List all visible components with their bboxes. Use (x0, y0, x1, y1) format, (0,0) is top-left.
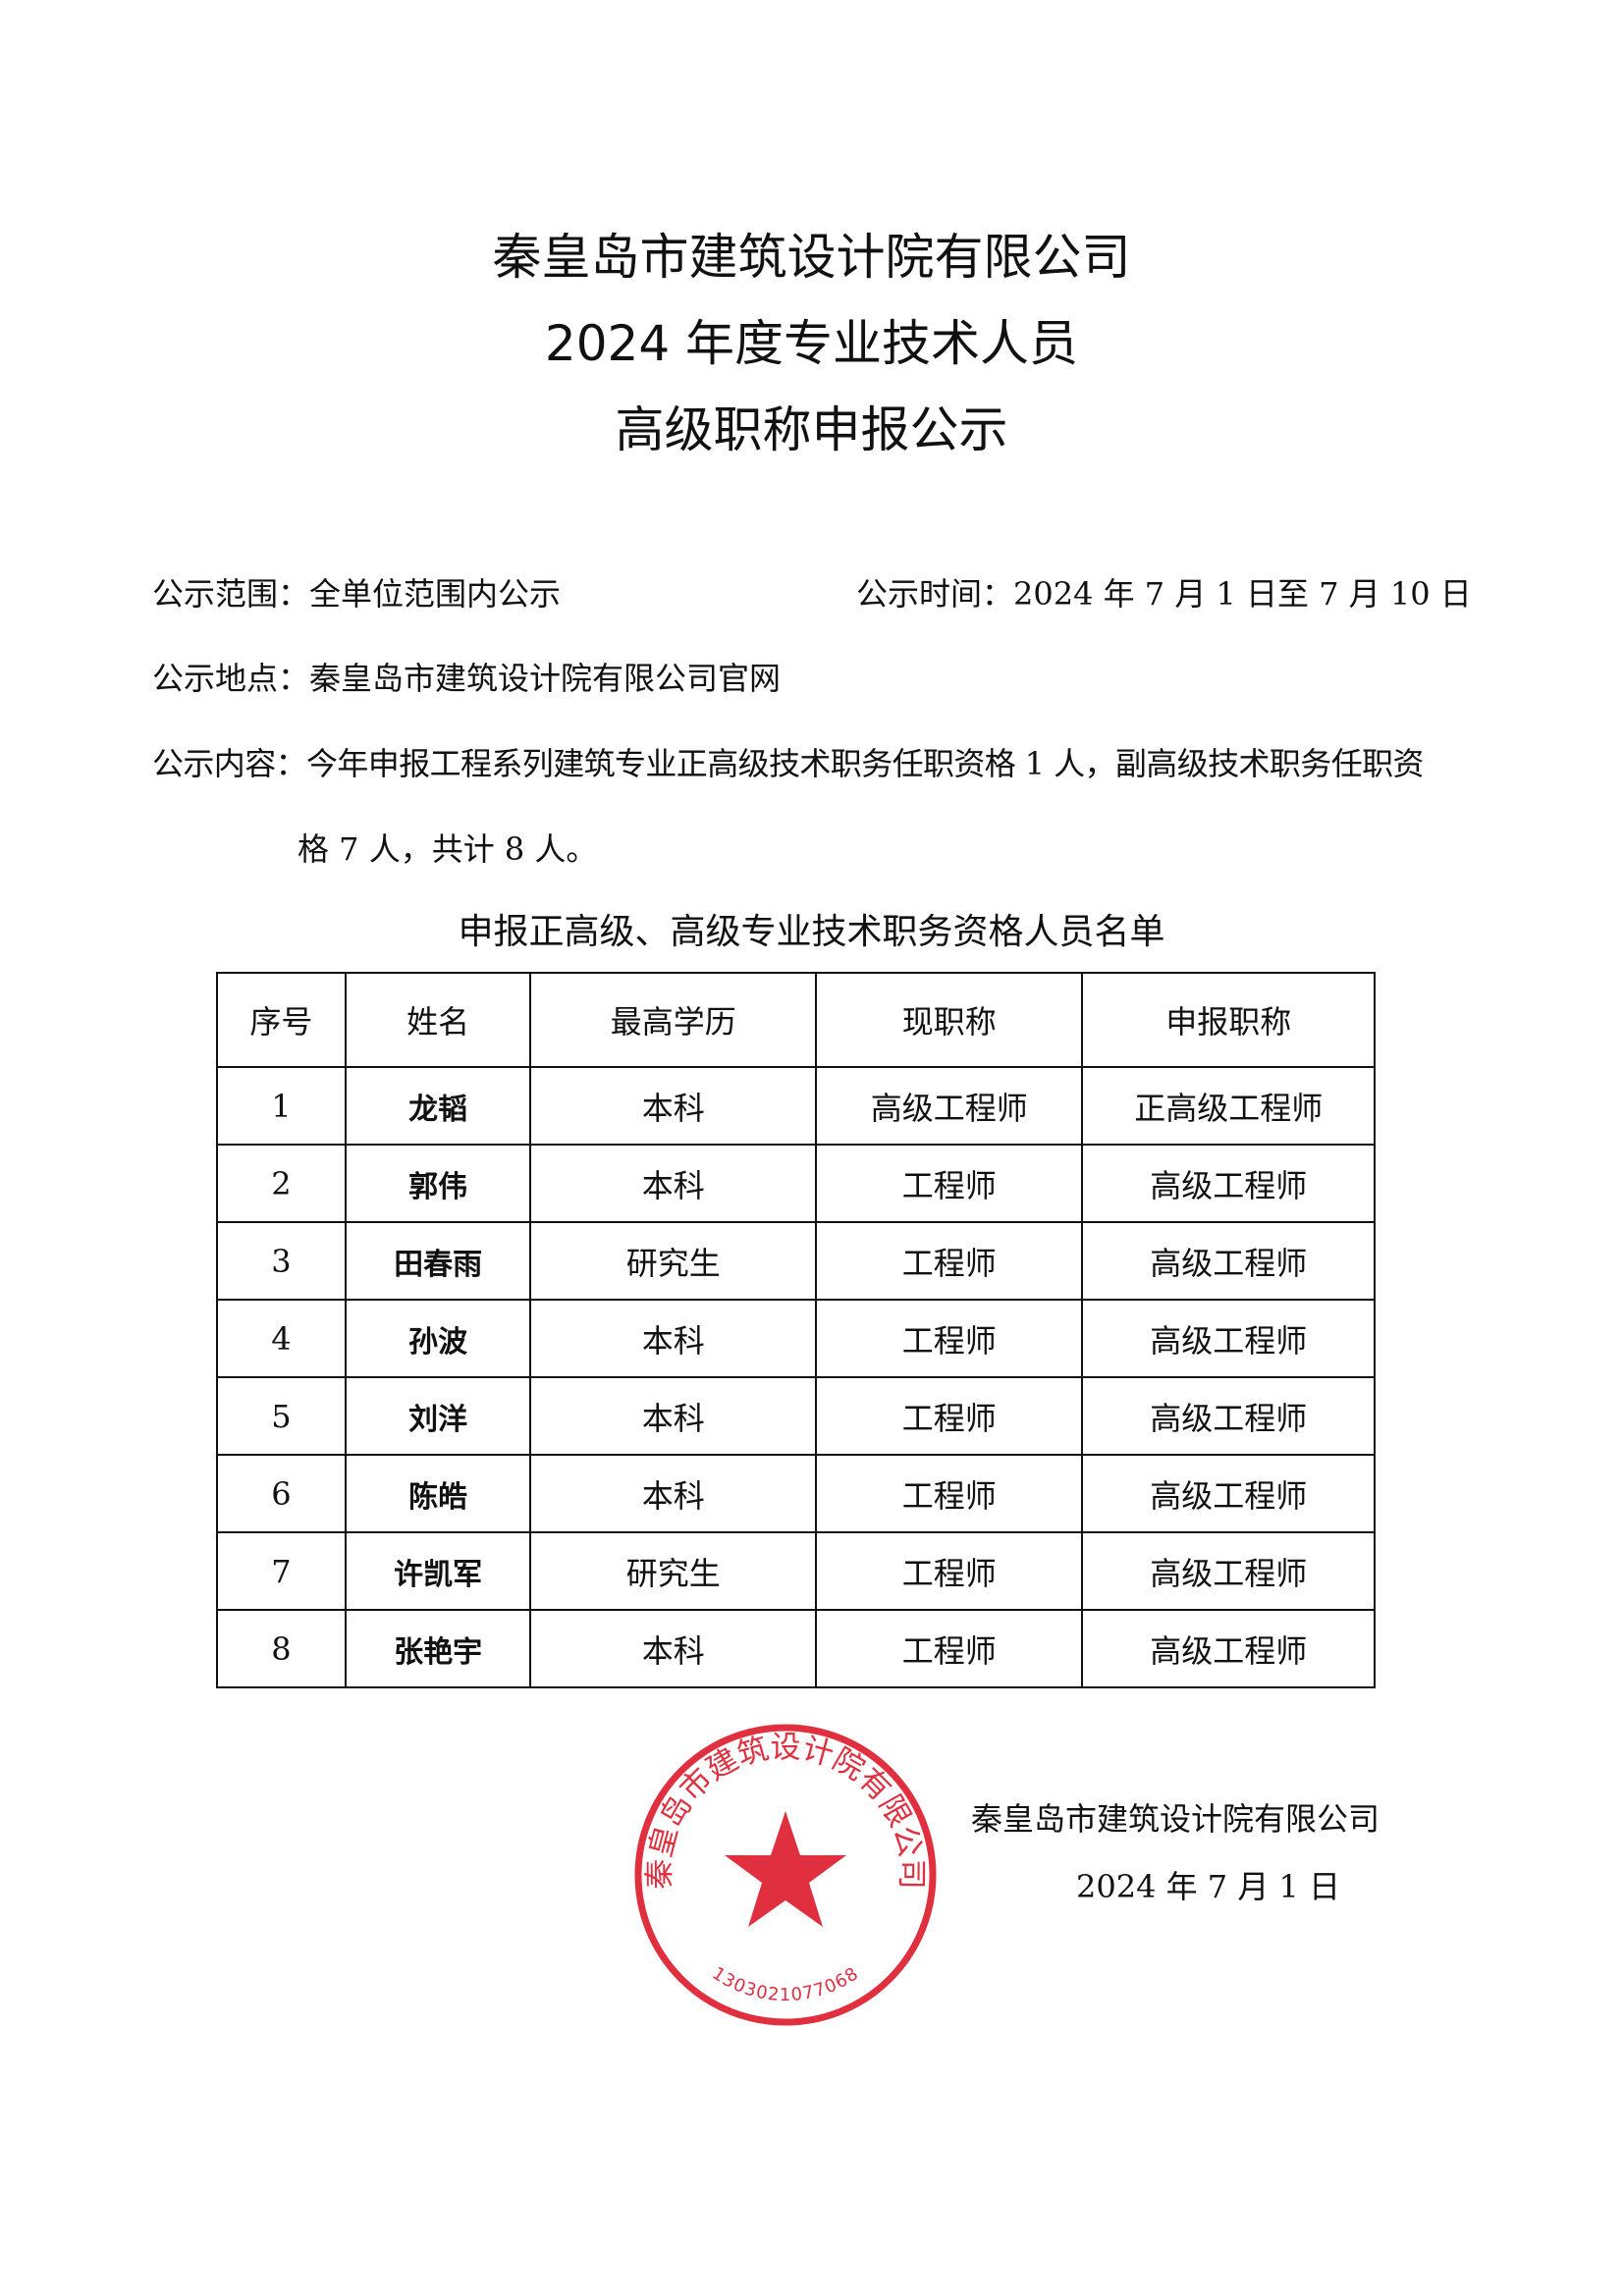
cell-applied-title: 高级工程师 (1081, 1454, 1376, 1533)
title-line-3: 高级职称申报公示 (615, 401, 1008, 458)
cell-name: 孙波 (344, 1299, 532, 1378)
cell-applied-title: 高级工程师 (1081, 1376, 1376, 1456)
cell-applied-title: 高级工程师 (1081, 1221, 1376, 1301)
cell-current-title: 工程师 (814, 1454, 1084, 1533)
table-header-row: 序号 姓名 最高学历 现职称 申报职称 (216, 972, 1376, 1068)
table-row: 2 郭伟 本科 工程师 高级工程师 (216, 1144, 1376, 1223)
cell-education: 本科 (529, 1144, 817, 1223)
cell-name: 许凯军 (344, 1531, 532, 1611)
cell-name: 陈皓 (344, 1454, 532, 1533)
cell-education: 本科 (529, 1609, 817, 1688)
cell-name: 郭伟 (344, 1144, 532, 1223)
title-line-1: 秦皇岛市建筑设计院有限公司 (492, 229, 1131, 286)
cell-education: 研究生 (529, 1221, 817, 1301)
notice-content: 公示内容：今年申报工程系列建筑专业正高级技术职务任职资格 1 人，副高级技术职务… (152, 745, 1425, 782)
table-row: 6 陈皓 本科 工程师 高级工程师 (216, 1454, 1376, 1533)
table-caption: 申报正高级、高级专业技术职务资格人员名单 (458, 912, 1165, 952)
header-education: 最高学历 (529, 972, 817, 1068)
cell-current-title: 工程师 (814, 1376, 1084, 1456)
cell-index: 6 (216, 1454, 347, 1533)
star-icon (725, 1811, 846, 1927)
cell-index: 7 (216, 1531, 347, 1611)
cell-current-title: 工程师 (814, 1221, 1084, 1301)
seal-code: 1303021077068 (708, 1963, 862, 2005)
cell-education: 本科 (529, 1066, 817, 1146)
table-row: 4 孙波 本科 工程师 高级工程师 (216, 1299, 1376, 1378)
title-line-2: 2024 年度专业技术人员 (544, 315, 1079, 372)
cell-applied-title: 高级工程师 (1081, 1144, 1376, 1223)
notice-scope: 公示范围：全单位范围内公示 (152, 575, 562, 613)
signature-company: 秦皇岛市建筑设计院有限公司 (971, 1800, 1380, 1838)
cell-name: 张艳宇 (344, 1609, 532, 1688)
notice-content-cont: 格 7 人，共计 8 人。 (298, 830, 598, 868)
cell-name: 刘洋 (344, 1376, 532, 1456)
cell-education: 本科 (529, 1376, 817, 1456)
header-name: 姓名 (344, 972, 532, 1068)
cell-applied-title: 高级工程师 (1081, 1299, 1376, 1378)
cell-education: 本科 (529, 1454, 817, 1533)
table-row: 5 刘洋 本科 工程师 高级工程师 (216, 1376, 1376, 1456)
notice-place: 公示地点：秦皇岛市建筑设计院有限公司官网 (152, 660, 782, 697)
cell-current-title: 高级工程师 (814, 1066, 1084, 1146)
cell-current-title: 工程师 (814, 1144, 1084, 1223)
header-current-title: 现职称 (814, 972, 1084, 1068)
cell-education: 本科 (529, 1299, 817, 1378)
table-row: 3 田春雨 研究生 工程师 高级工程师 (216, 1221, 1376, 1301)
header-applied-title: 申报职称 (1081, 972, 1376, 1068)
table-row: 7 许凯军 研究生 工程师 高级工程师 (216, 1531, 1376, 1611)
signature-date: 2024 年 7 月 1 日 (1076, 1868, 1341, 1905)
cell-index: 1 (216, 1066, 347, 1146)
cell-name: 田春雨 (344, 1221, 532, 1301)
cell-applied-title: 高级工程师 (1081, 1609, 1376, 1688)
cell-applied-title: 正高级工程师 (1081, 1066, 1376, 1146)
cell-index: 8 (216, 1609, 347, 1688)
table-row: 8 张艳宇 本科 工程师 高级工程师 (216, 1609, 1376, 1688)
cell-applied-title: 高级工程师 (1081, 1531, 1376, 1611)
cell-education: 研究生 (529, 1531, 817, 1611)
cell-index: 2 (216, 1144, 347, 1223)
cell-current-title: 工程师 (814, 1609, 1084, 1688)
cell-name: 龙韬 (344, 1066, 532, 1146)
table-row: 1 龙韬 本科 高级工程师 正高级工程师 (216, 1066, 1376, 1146)
cell-index: 4 (216, 1299, 347, 1378)
cell-index: 5 (216, 1376, 347, 1456)
seal-ring (634, 1724, 937, 2026)
notice-time: 公示时间：2024 年 7 月 1 日至 7 月 10 日 (856, 575, 1472, 613)
cell-current-title: 工程师 (814, 1531, 1084, 1611)
header-index: 序号 (216, 972, 347, 1068)
company-seal: 秦皇岛市建筑设计院有限公司 1303021077068 (634, 1724, 937, 2026)
cell-current-title: 工程师 (814, 1299, 1084, 1378)
applicant-table: 序号 姓名 最高学历 现职称 申报职称 1 龙韬 本科 高级工程师 正高级工程师 2 郭伟本… (216, 972, 1376, 1688)
cell-index: 3 (216, 1221, 347, 1301)
